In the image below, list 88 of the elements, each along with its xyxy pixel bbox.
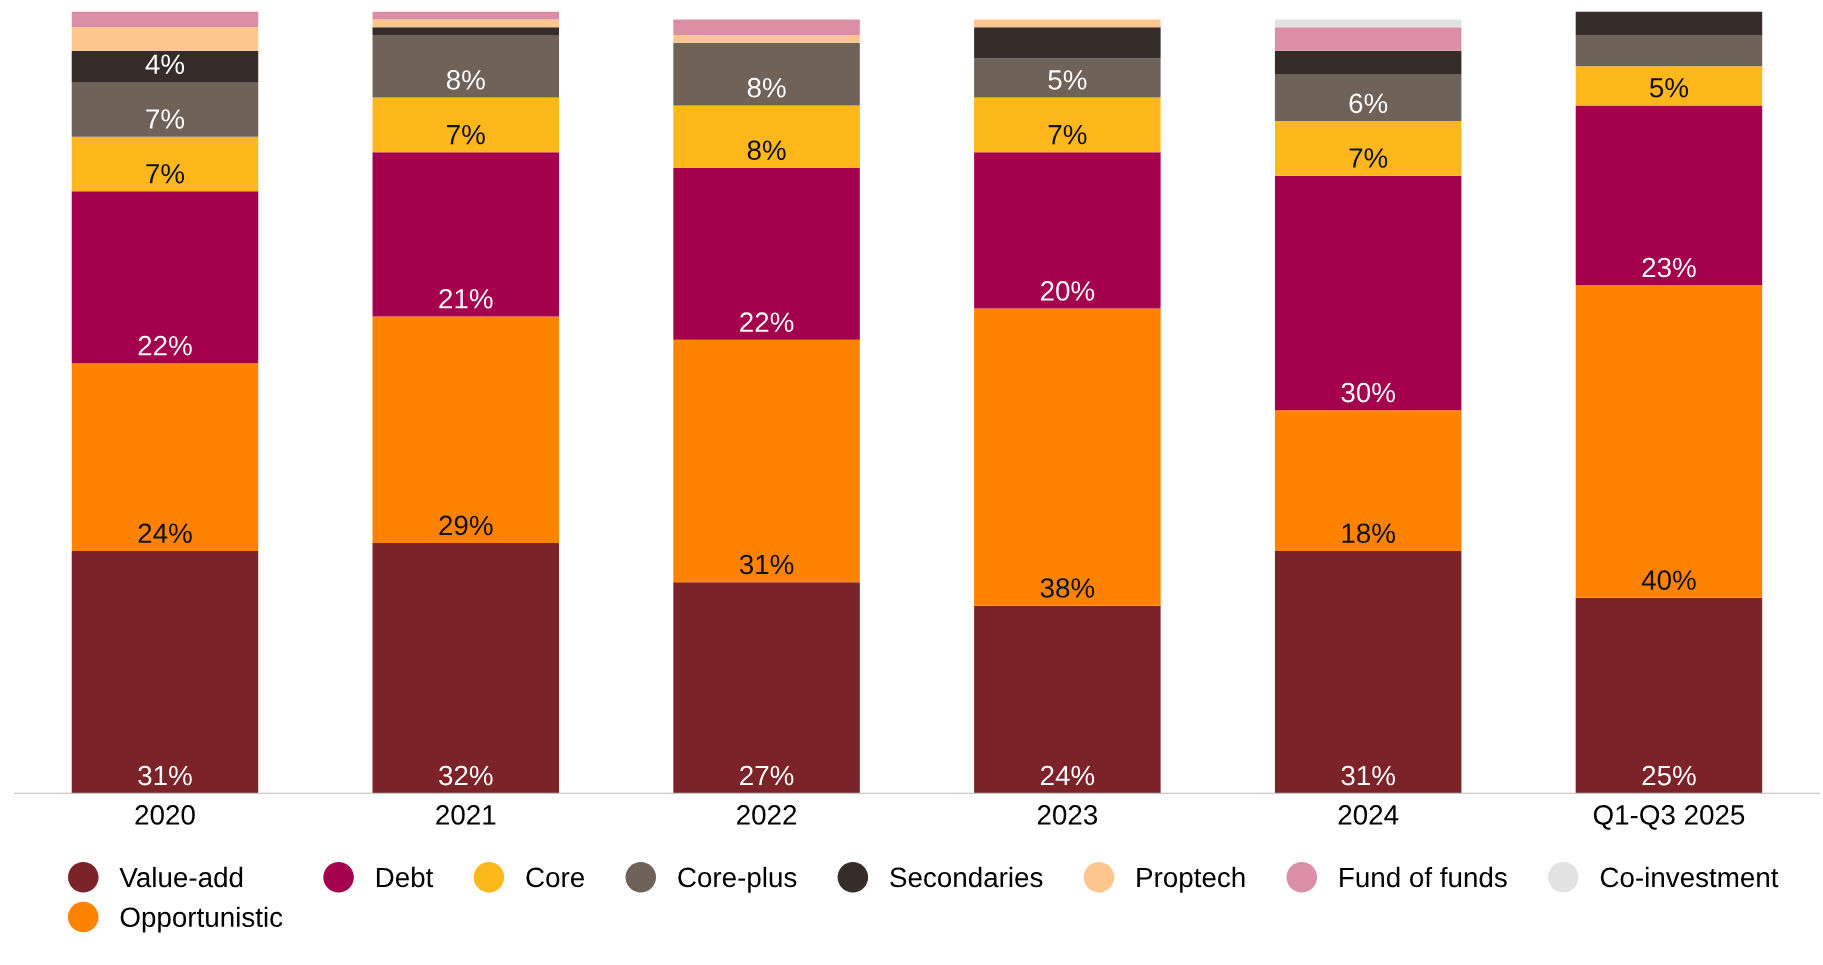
bar xyxy=(673,167,860,340)
bar xyxy=(71,191,259,364)
data-label: 18% xyxy=(1342,523,1395,544)
bar xyxy=(673,42,860,106)
bar xyxy=(1274,50,1462,75)
bar xyxy=(1274,121,1462,176)
bar xyxy=(974,58,1161,98)
bar xyxy=(673,35,860,43)
bar xyxy=(673,19,860,36)
data-label: 31% xyxy=(1341,765,1395,786)
x-tick-label: 2021 xyxy=(436,805,496,825)
bar xyxy=(974,27,1161,59)
bar xyxy=(1575,66,1763,106)
bar xyxy=(372,35,560,98)
bar xyxy=(974,152,1161,309)
legend-label: Opportunistic xyxy=(120,906,283,933)
data-label: 5% xyxy=(1649,77,1689,98)
bar xyxy=(974,19,1161,28)
legend-label: Secondaries xyxy=(890,866,1043,888)
bar xyxy=(1274,550,1462,794)
bar xyxy=(71,27,259,51)
data-label: 8% xyxy=(446,70,485,90)
bar xyxy=(974,97,1161,153)
legend-label: Core xyxy=(526,867,584,888)
data-label: 40% xyxy=(1641,570,1696,590)
bar xyxy=(974,308,1161,606)
data-label: 25% xyxy=(1642,765,1696,786)
bar xyxy=(372,27,560,36)
data-label: 5% xyxy=(1048,70,1087,90)
x-tick-label: Q1-Q3 2025 xyxy=(1593,805,1745,830)
bar xyxy=(1575,11,1763,36)
data-label: 7% xyxy=(447,124,485,145)
bar xyxy=(673,339,860,583)
x-tick-label: 2022 xyxy=(737,805,797,825)
bar xyxy=(71,81,259,137)
x-tick-label: 2024 xyxy=(1338,805,1399,825)
data-label: 22% xyxy=(138,335,192,356)
bar xyxy=(673,582,860,794)
data-label: 7% xyxy=(1048,124,1087,145)
bar xyxy=(1575,285,1763,598)
bar xyxy=(1274,175,1462,411)
data-label: 27% xyxy=(740,765,794,786)
bar xyxy=(71,136,259,192)
data-label: 6% xyxy=(1349,93,1388,114)
bar xyxy=(1274,410,1462,551)
data-label: 23% xyxy=(1642,257,1696,278)
bar xyxy=(372,152,560,317)
data-label: 22% xyxy=(740,312,794,332)
legend-label: Proptech xyxy=(1137,866,1245,893)
bar xyxy=(71,550,259,794)
x-tick-label: 2020 xyxy=(135,805,195,825)
data-label: 24% xyxy=(138,523,192,543)
legend-label: Co-investment xyxy=(1600,866,1779,888)
bar xyxy=(372,316,560,544)
data-label: 4% xyxy=(145,54,185,74)
bar xyxy=(1274,27,1462,51)
data-label: 8% xyxy=(747,140,786,161)
data-label: 7% xyxy=(146,163,185,184)
data-label: 30% xyxy=(1341,382,1395,403)
legend-label: Debt xyxy=(376,866,434,888)
data-label: 21% xyxy=(439,288,493,309)
data-label: 8% xyxy=(747,77,786,98)
bar xyxy=(71,363,259,551)
bar xyxy=(372,97,560,153)
data-label: 31% xyxy=(138,765,192,786)
data-label: 20% xyxy=(1040,281,1095,301)
data-label: 31% xyxy=(739,554,794,575)
data-label: 7% xyxy=(1349,148,1388,168)
bar xyxy=(1575,35,1763,67)
bar xyxy=(372,543,560,794)
data-label: 32% xyxy=(439,765,493,786)
data-label: 24% xyxy=(1040,765,1095,786)
legend-label: Fund of funds xyxy=(1340,866,1507,888)
legend-label: Core-plus xyxy=(678,866,797,893)
bar xyxy=(71,11,259,28)
bar xyxy=(1274,19,1462,28)
data-label: 38% xyxy=(1040,578,1095,598)
data-label: 7% xyxy=(146,109,185,129)
bar xyxy=(1575,597,1763,794)
bar xyxy=(372,19,560,28)
bar xyxy=(673,105,860,168)
bar xyxy=(974,605,1161,794)
bar xyxy=(1274,74,1462,122)
bar xyxy=(1575,105,1763,286)
data-label: 29% xyxy=(439,515,493,536)
bar xyxy=(71,50,259,82)
x-tick-label: 2023 xyxy=(1037,805,1098,825)
legend-label: Value-add xyxy=(119,866,243,888)
